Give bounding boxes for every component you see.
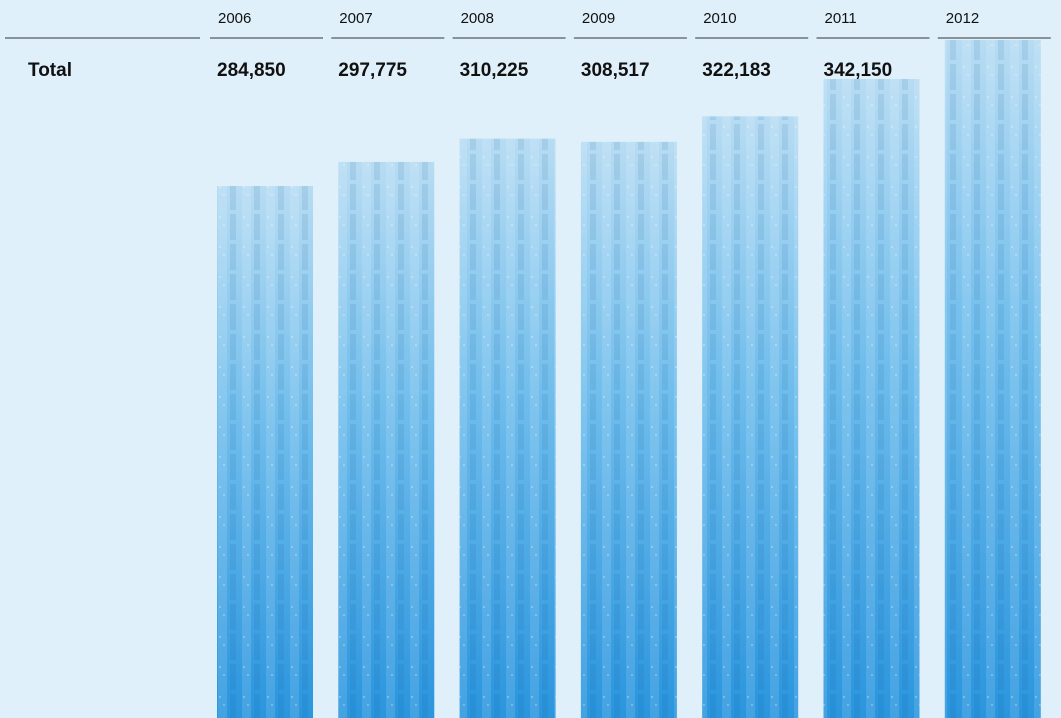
- bar-texture: [823, 79, 920, 718]
- bar-texture: [459, 138, 556, 718]
- year-label: 2012: [946, 10, 979, 27]
- value-label: 310,225: [460, 60, 529, 81]
- value-label: 308,517: [581, 60, 650, 81]
- year-label: 2009: [582, 10, 615, 27]
- year-label: 2010: [703, 10, 736, 27]
- year-label: 2008: [461, 10, 494, 27]
- bar-texture: [702, 116, 799, 718]
- bar-texture: [338, 161, 435, 718]
- value-label: 342,150: [824, 60, 893, 81]
- value-label: 284,850: [217, 60, 286, 81]
- year-label: 2006: [218, 10, 251, 27]
- year-label: 2007: [339, 10, 372, 27]
- bar-texture: [217, 186, 313, 718]
- value-label: 322,183: [702, 60, 771, 81]
- bar-texture: [944, 40, 1041, 718]
- bar-texture: [580, 141, 677, 718]
- value-label: 297,775: [338, 60, 407, 81]
- year-label: 2011: [825, 10, 857, 27]
- row-label: Total: [28, 60, 72, 81]
